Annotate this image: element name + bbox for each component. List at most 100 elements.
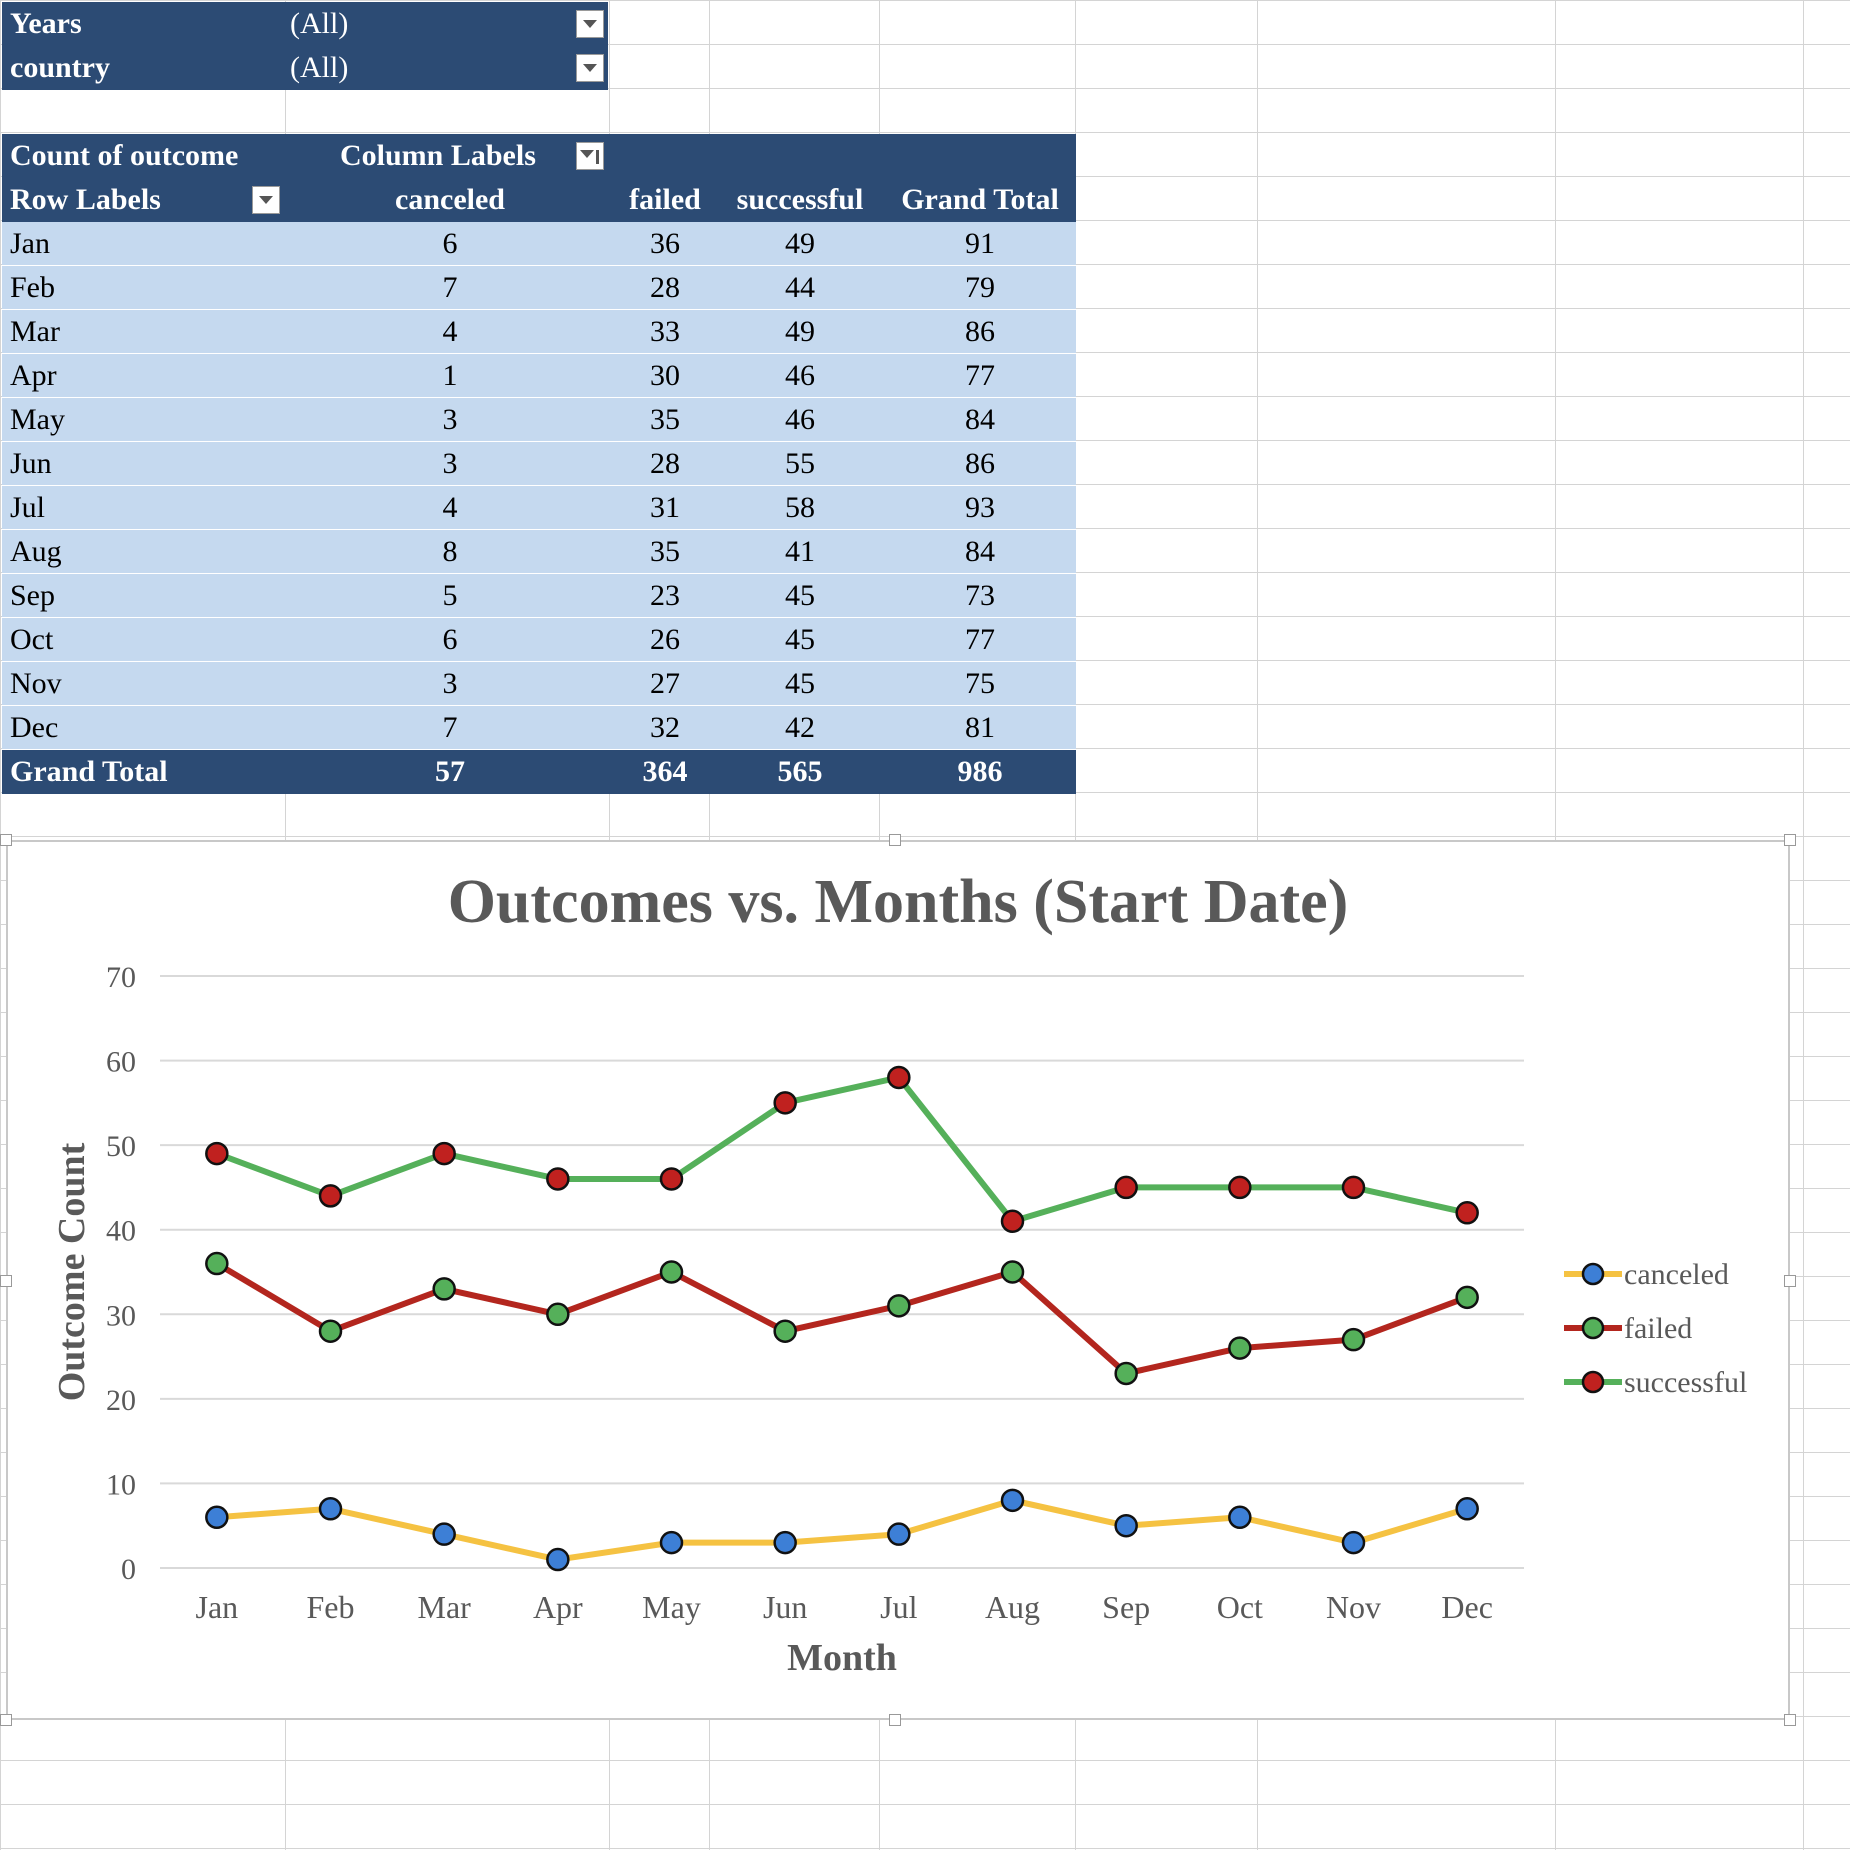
data-point[interactable]	[659, 1530, 684, 1555]
cell-canceled: 8	[442, 535, 458, 568]
data-point[interactable]	[205, 1251, 229, 1276]
data-point[interactable]	[887, 1065, 911, 1090]
data-point[interactable]	[1228, 1175, 1252, 1200]
data-point[interactable]	[1341, 1175, 1366, 1200]
cell-failed: 32	[650, 711, 680, 744]
data-point[interactable]	[887, 1522, 911, 1546]
chart-resize-handle[interactable]	[1784, 834, 1796, 846]
cell-canceled: 4	[442, 315, 458, 348]
data-point[interactable]	[1114, 1361, 1138, 1386]
x-tick-label: Aug	[985, 1589, 1040, 1625]
data-point[interactable]	[1341, 1327, 1366, 1352]
row-label: Aug	[10, 535, 62, 568]
measure-label: Count of outcome	[10, 139, 239, 172]
data-point[interactable]	[1000, 1488, 1025, 1513]
column-divider	[1803, 0, 1804, 1850]
cell-successful: 49	[785, 315, 815, 348]
series-successful	[205, 1065, 1479, 1234]
chart-resize-handle[interactable]	[0, 834, 12, 846]
legend-item-canceled: canceled	[1564, 1258, 1729, 1291]
line-chart: Outcomes vs. Months (Start Date) 0 10 20 30…	[51, 868, 1747, 1679]
data-point[interactable]	[1114, 1175, 1138, 1200]
data-point[interactable]	[205, 1505, 229, 1530]
data-point[interactable]	[1228, 1336, 1252, 1360]
chart-legend: canceled failed successful	[1564, 1258, 1747, 1399]
data-point[interactable]	[1114, 1513, 1138, 1538]
data-point[interactable]	[887, 1294, 911, 1318]
data-point[interactable]	[546, 1167, 570, 1191]
table-row: Jun 3 28 55 86	[2, 442, 1076, 486]
data-point[interactable]	[1000, 1209, 1025, 1234]
data-point[interactable]	[1000, 1260, 1025, 1284]
cell-failed: 33	[650, 315, 680, 348]
table-row: Apr 1 30 46 77	[2, 354, 1076, 398]
data-point[interactable]	[318, 1497, 343, 1521]
column-labels-header: Column Labels	[340, 139, 536, 172]
data-point[interactable]	[318, 1184, 343, 1208]
table-row: May 3 35 46 84	[2, 398, 1076, 442]
data-point[interactable]	[1455, 1201, 1479, 1225]
row-label: Mar	[10, 315, 60, 348]
data-point[interactable]	[1455, 1285, 1479, 1310]
data-point[interactable]	[205, 1141, 229, 1166]
chart-resize-handle[interactable]	[889, 1714, 901, 1726]
series-failed	[205, 1251, 1479, 1386]
chart-resize-handle[interactable]	[0, 1714, 12, 1726]
data-point[interactable]	[659, 1167, 684, 1191]
cell-failed: 35	[650, 403, 680, 436]
filter-country-label: country	[10, 51, 110, 84]
row-labels-dropdown-icon[interactable]	[252, 186, 280, 214]
row-label: Dec	[10, 711, 59, 744]
cell-grand-total: 79	[965, 271, 995, 304]
chart-resize-handle[interactable]	[889, 834, 901, 846]
legend-marker	[1581, 1316, 1605, 1340]
data-point[interactable]	[318, 1319, 343, 1343]
cell-failed: 36	[650, 227, 680, 260]
table-row: Sep 5 23 45 73	[2, 574, 1076, 618]
x-tick-label: Jun	[763, 1589, 807, 1625]
data-point[interactable]	[773, 1319, 797, 1343]
cell-failed: 28	[650, 271, 680, 304]
filter-years-dropdown-icon[interactable]	[576, 10, 604, 38]
data-point[interactable]	[432, 1141, 456, 1166]
cell-failed: 30	[650, 359, 680, 392]
chart-resize-handle[interactable]	[0, 1275, 12, 1287]
row-label: Jan	[10, 227, 50, 260]
y-axis-label: Outcome Count	[51, 1142, 93, 1401]
legend-label: failed	[1624, 1312, 1692, 1345]
y-tick-label: 60	[106, 1046, 136, 1079]
legend-marker	[1581, 1262, 1605, 1286]
data-point[interactable]	[546, 1547, 570, 1572]
data-point[interactable]	[773, 1091, 797, 1115]
data-point[interactable]	[1341, 1530, 1366, 1555]
cell-successful: 41	[785, 535, 815, 568]
cell-canceled: 3	[442, 403, 458, 436]
y-tick-label: 70	[106, 961, 136, 994]
filter-country-dropdown-icon[interactable]	[576, 54, 604, 82]
cell-canceled: 6	[442, 623, 458, 656]
data-point[interactable]	[432, 1522, 456, 1546]
y-tick-label: 30	[106, 1299, 136, 1332]
cell-successful: 46	[785, 403, 815, 436]
data-point[interactable]	[546, 1302, 570, 1327]
cell-successful: 44	[785, 271, 815, 304]
data-point[interactable]	[1228, 1505, 1252, 1530]
data-point[interactable]	[1455, 1497, 1479, 1521]
cell-grand-total: 86	[965, 447, 995, 480]
cell-grand-total: 81	[965, 711, 995, 744]
pivot-header-row-1: Count of outcome Column Labels	[2, 134, 1076, 178]
filter-years-label: Years	[10, 7, 82, 40]
data-point[interactable]	[432, 1277, 456, 1301]
row-label: Apr	[10, 359, 57, 392]
chart-resize-handle[interactable]	[1784, 1275, 1796, 1287]
legend-item-failed: failed	[1564, 1312, 1692, 1345]
data-point[interactable]	[773, 1530, 797, 1555]
chart-resize-handle[interactable]	[1784, 1714, 1796, 1726]
cell-grand-total: 77	[965, 623, 995, 656]
column-labels-filter-icon[interactable]	[576, 142, 604, 170]
cell-canceled: 5	[442, 579, 458, 612]
cell-canceled: 3	[442, 667, 458, 700]
data-point[interactable]	[659, 1260, 684, 1284]
cell-successful: 55	[785, 447, 815, 480]
chart-container[interactable]: Outcomes vs. Months (Start Date) 0 10 20 30…	[6, 840, 1790, 1720]
